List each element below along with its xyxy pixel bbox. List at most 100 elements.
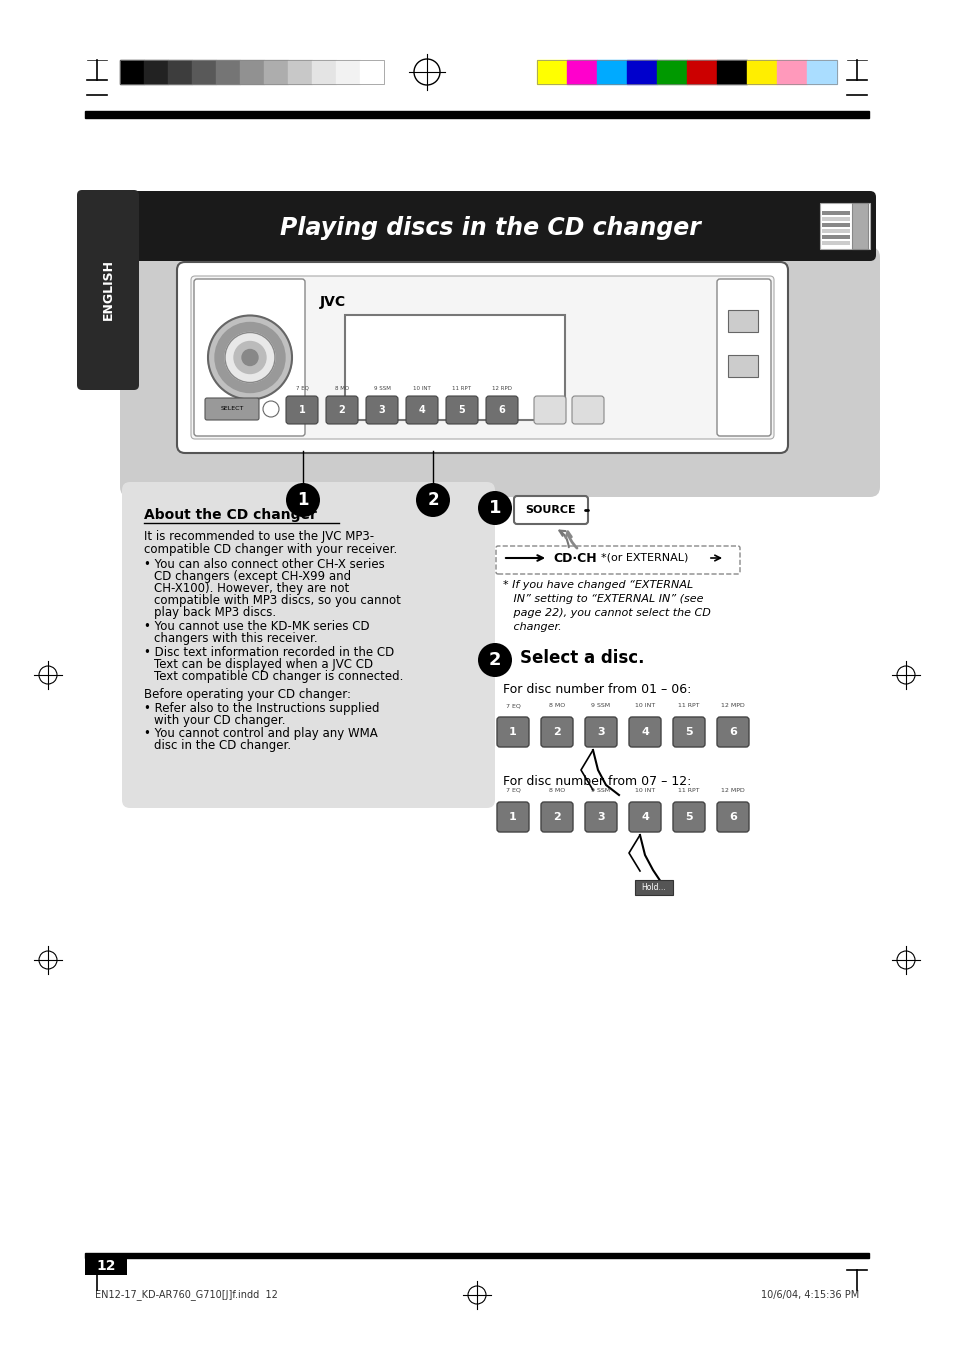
Bar xyxy=(85,1256,127,1275)
FancyBboxPatch shape xyxy=(177,262,787,453)
Text: Text can be displayed when a JVC CD: Text can be displayed when a JVC CD xyxy=(153,658,373,671)
Text: with your CD changer.: with your CD changer. xyxy=(153,713,285,727)
Circle shape xyxy=(214,323,285,393)
Bar xyxy=(359,59,384,84)
Circle shape xyxy=(233,342,266,373)
Text: 4: 4 xyxy=(418,405,425,415)
FancyBboxPatch shape xyxy=(122,482,495,808)
Bar xyxy=(821,211,849,215)
FancyBboxPatch shape xyxy=(205,399,258,420)
Text: 3: 3 xyxy=(597,727,604,738)
FancyBboxPatch shape xyxy=(485,396,517,424)
Text: 7 EQ: 7 EQ xyxy=(505,703,520,708)
Bar xyxy=(821,240,849,245)
FancyBboxPatch shape xyxy=(717,802,748,832)
Circle shape xyxy=(286,484,319,517)
Text: 9 SSM: 9 SSM xyxy=(591,788,610,793)
Text: play back MP3 discs.: play back MP3 discs. xyxy=(153,607,275,619)
Text: 4: 4 xyxy=(640,812,648,821)
Bar xyxy=(144,59,168,84)
Bar xyxy=(686,59,717,84)
Text: 1: 1 xyxy=(488,499,500,517)
Bar xyxy=(727,309,758,332)
Text: 6: 6 xyxy=(498,405,505,415)
Text: 11 RPT: 11 RPT xyxy=(678,788,699,793)
Text: 10/6/04, 4:15:36 PM: 10/6/04, 4:15:36 PM xyxy=(760,1290,858,1300)
FancyBboxPatch shape xyxy=(193,280,305,436)
Bar xyxy=(851,203,867,249)
Text: *(or EXTERNAL): *(or EXTERNAL) xyxy=(600,553,688,563)
Circle shape xyxy=(263,401,278,417)
Text: CH-X100). However, they are not: CH-X100). However, they are not xyxy=(153,582,349,594)
Text: 9 SSM: 9 SSM xyxy=(591,703,610,708)
FancyBboxPatch shape xyxy=(584,717,617,747)
FancyBboxPatch shape xyxy=(672,717,704,747)
Text: • You cannot control and play any WMA: • You cannot control and play any WMA xyxy=(144,727,377,740)
Text: IN” setting to “EXTERNAL IN” (see: IN” setting to “EXTERNAL IN” (see xyxy=(502,594,702,604)
Text: 11 RPT: 11 RPT xyxy=(678,703,699,708)
Text: About the CD changer: About the CD changer xyxy=(144,508,316,521)
Text: 3: 3 xyxy=(378,405,385,415)
Bar xyxy=(537,59,566,84)
Text: For disc number from 07 – 12:: For disc number from 07 – 12: xyxy=(502,775,691,788)
Text: • You can also connect other CH-X series: • You can also connect other CH-X series xyxy=(144,558,384,571)
Bar xyxy=(717,59,746,84)
FancyBboxPatch shape xyxy=(672,802,704,832)
Bar xyxy=(264,59,288,84)
Text: page 22), you cannot select the CD: page 22), you cannot select the CD xyxy=(502,608,710,617)
Text: 12 RPD: 12 RPD xyxy=(492,386,512,390)
Text: 1: 1 xyxy=(509,812,517,821)
Bar xyxy=(657,59,686,84)
Text: 5: 5 xyxy=(684,812,692,821)
FancyBboxPatch shape xyxy=(366,396,397,424)
Text: 2: 2 xyxy=(338,405,345,415)
Bar xyxy=(345,315,564,420)
Bar xyxy=(820,203,869,249)
Text: 10 INT: 10 INT xyxy=(634,788,655,793)
Bar xyxy=(626,59,657,84)
Text: CD changers (except CH-X99 and: CD changers (except CH-X99 and xyxy=(153,570,351,584)
FancyBboxPatch shape xyxy=(628,717,660,747)
FancyBboxPatch shape xyxy=(191,276,773,439)
Text: Before operating your CD changer:: Before operating your CD changer: xyxy=(144,688,351,701)
Bar xyxy=(312,59,335,84)
Bar xyxy=(806,59,836,84)
Text: EN12-17_KD-AR760_G710[J]f.indd  12: EN12-17_KD-AR760_G710[J]f.indd 12 xyxy=(95,1290,277,1301)
Text: 12 MPD: 12 MPD xyxy=(720,788,744,793)
FancyBboxPatch shape xyxy=(572,396,603,424)
Text: 2: 2 xyxy=(553,812,560,821)
Text: For disc number from 01 – 06:: For disc number from 01 – 06: xyxy=(502,684,691,696)
Text: compatible with MP3 discs, so you cannot: compatible with MP3 discs, so you cannot xyxy=(153,594,400,607)
Text: 8 MO: 8 MO xyxy=(335,386,349,390)
Text: 2: 2 xyxy=(553,727,560,738)
Text: • Disc text information recorded in the CD: • Disc text information recorded in the … xyxy=(144,646,394,659)
Circle shape xyxy=(242,350,257,366)
Circle shape xyxy=(477,643,512,677)
Text: JVC: JVC xyxy=(319,295,346,309)
Bar xyxy=(85,1252,868,1258)
Text: 10 INT: 10 INT xyxy=(634,703,655,708)
FancyBboxPatch shape xyxy=(717,280,770,436)
FancyBboxPatch shape xyxy=(120,247,879,497)
Text: Text compatible CD changer is connected.: Text compatible CD changer is connected. xyxy=(153,670,403,684)
Text: Hold...: Hold... xyxy=(641,884,665,893)
Bar xyxy=(727,355,758,377)
Text: 7 EQ: 7 EQ xyxy=(505,788,520,793)
Bar xyxy=(335,59,359,84)
Text: • Refer also to the Instructions supplied: • Refer also to the Instructions supplie… xyxy=(144,703,379,715)
FancyBboxPatch shape xyxy=(514,496,587,524)
Circle shape xyxy=(208,316,292,400)
Text: 1: 1 xyxy=(509,727,517,738)
Bar xyxy=(192,59,215,84)
Bar xyxy=(288,59,312,84)
Bar xyxy=(776,59,806,84)
FancyBboxPatch shape xyxy=(326,396,357,424)
FancyBboxPatch shape xyxy=(286,396,317,424)
Text: 6: 6 xyxy=(728,727,736,738)
FancyBboxPatch shape xyxy=(717,717,748,747)
Text: changers with this receiver.: changers with this receiver. xyxy=(153,632,317,644)
Text: CD·CH: CD·CH xyxy=(553,551,596,565)
Text: • You cannot use the KD-MK series CD: • You cannot use the KD-MK series CD xyxy=(144,620,369,634)
Text: 8 MO: 8 MO xyxy=(548,788,564,793)
FancyBboxPatch shape xyxy=(124,190,875,261)
